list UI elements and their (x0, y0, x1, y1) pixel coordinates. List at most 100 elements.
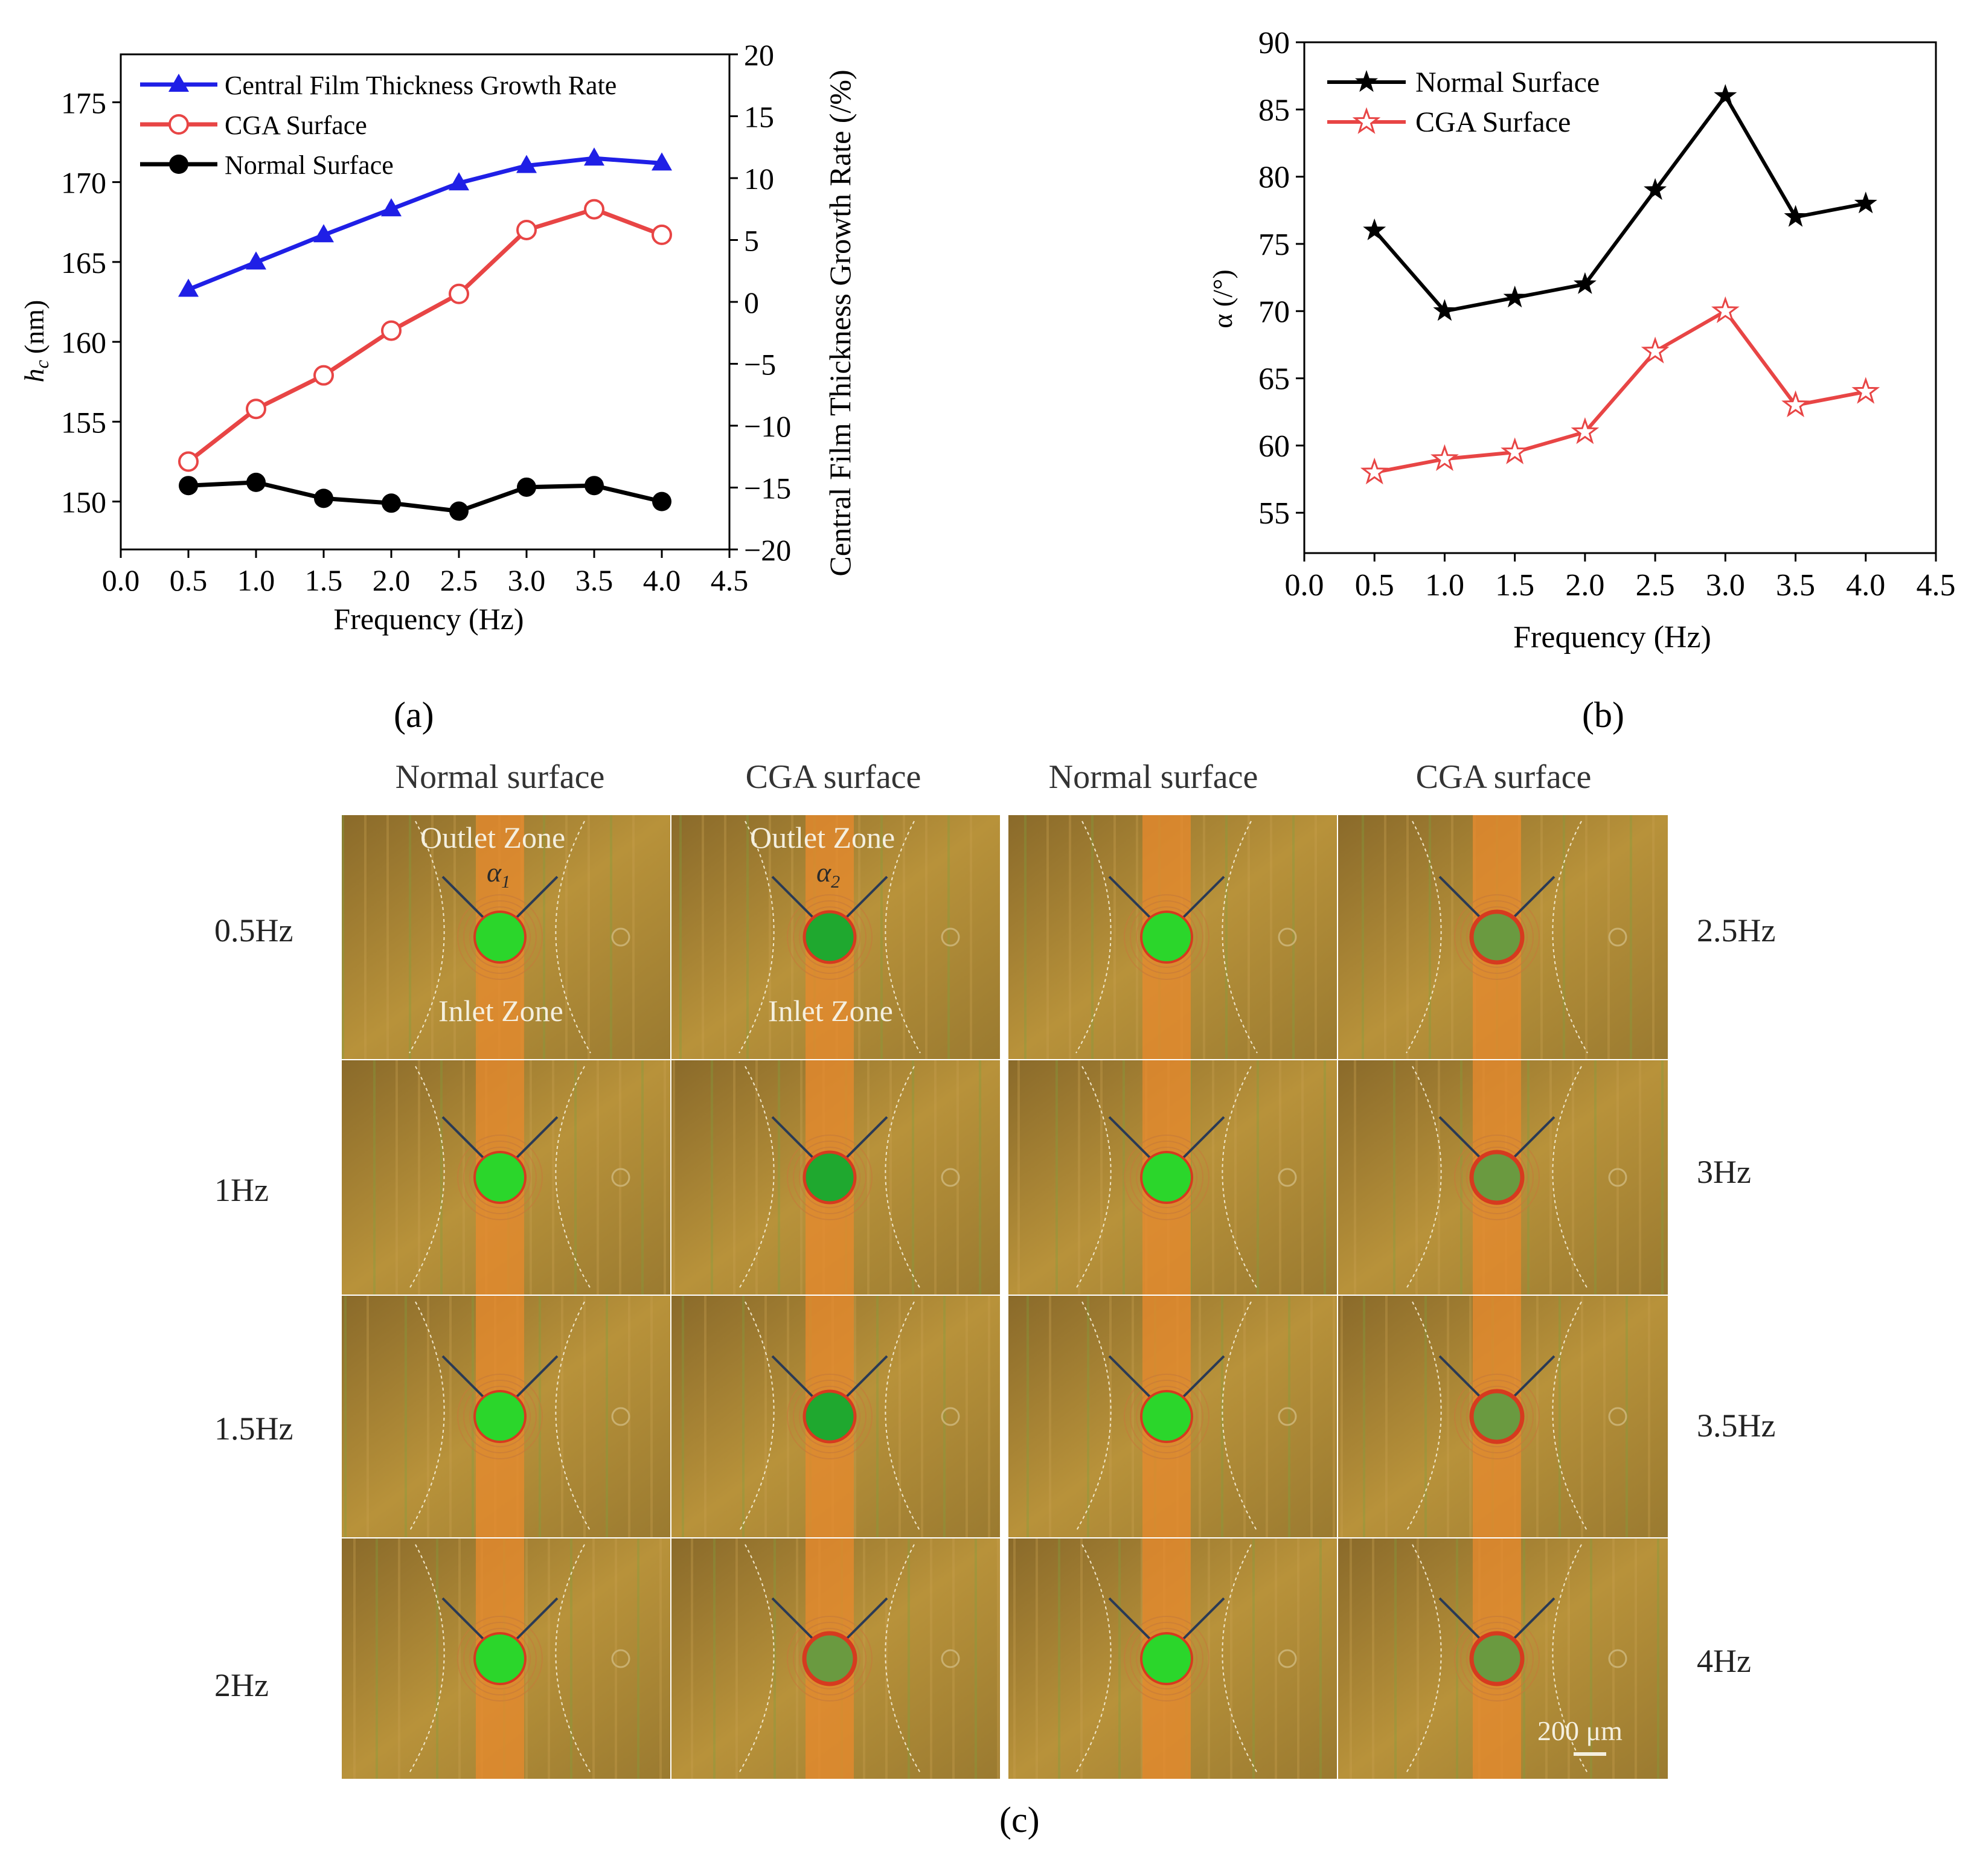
micrograph-streak (796, 1538, 798, 1779)
micrograph-contact-spot (802, 1150, 857, 1205)
freq-label-3.5hz: 3.5Hz (1697, 1407, 1776, 1444)
col-header-4: CGA surface (1415, 758, 1592, 796)
micrograph-streak (632, 815, 635, 1059)
micrograph-cga-1.5hz (671, 1296, 1000, 1537)
micrograph-streak (1225, 815, 1228, 1059)
freq-label-1.5hz: 1.5Hz (214, 1410, 293, 1447)
alpha2-symbol: α (816, 857, 831, 888)
micrograph-streak (436, 1538, 438, 1779)
micrograph-streak (619, 1060, 621, 1295)
micrograph-angle-line (844, 1355, 888, 1400)
micrograph-ring (463, 900, 537, 974)
micrograph-normal-1.5hz (342, 1296, 670, 1537)
chart-a-y-tick-label: 160 (61, 325, 106, 359)
micrograph-image (1008, 1060, 1337, 1295)
chart-a-y2-tick-label: 5 (744, 224, 759, 258)
micrograph-cga-4hz (1338, 1538, 1668, 1779)
chart-b-xlabel: Frequency (Hz) (1513, 620, 1711, 655)
micrograph-streak (774, 1538, 776, 1779)
micrograph-streak (597, 1060, 599, 1295)
chart-a-series-line-2 (188, 480, 662, 514)
micrograph-streak (1362, 815, 1364, 1059)
col-header-1: Normal surface (395, 758, 605, 796)
chart-b-y-tick-label: 80 (1258, 161, 1290, 195)
chart-b-axes (1303, 41, 1937, 554)
chart-b-x-tick-label: 1.0 (1425, 568, 1464, 603)
chart-b-point-0 (1433, 299, 1456, 321)
micrograph-boundary (1075, 1301, 1258, 1532)
micrograph-streak (889, 1060, 892, 1295)
chart-b-x-tick-label: 1.5 (1495, 568, 1534, 603)
chart-a-y2-tick-label: 15 (744, 100, 774, 134)
micrograph-contact-spot (1469, 1150, 1525, 1205)
micrograph-ring (469, 1628, 531, 1689)
micrograph-streak (702, 815, 704, 1059)
chart-b-x-tick-label: 0.5 (1355, 568, 1394, 603)
chart-a-point-0 (313, 224, 334, 243)
micrograph-angle-line (1181, 1597, 1225, 1642)
chart-b-x-tick-label: 2.0 (1565, 568, 1604, 603)
alpha1-subscript: 1 (501, 872, 511, 892)
micrograph-angle-line (1438, 1116, 1483, 1160)
chart-b-series (1360, 84, 1880, 485)
micrograph-streak (1275, 1538, 1277, 1779)
chart-a-point-1 (652, 224, 672, 245)
scale-bar-label: 200 μm (1537, 1715, 1623, 1746)
alpha1-symbol: α (487, 857, 502, 888)
chart-b-y-tick-label: 85 (1258, 93, 1290, 127)
panel-label-b: (b) (1582, 695, 1624, 735)
micrograph-streak (733, 1060, 735, 1295)
micrograph-dot (1608, 927, 1627, 947)
micrograph-dot (1608, 1407, 1627, 1426)
micrograph-ring (1460, 1380, 1534, 1453)
micrograph-streak (1527, 1060, 1530, 1295)
micrograph-ring (1136, 1147, 1197, 1208)
micrograph-dot (1278, 1168, 1297, 1187)
micrograph-dot (611, 1649, 630, 1668)
micrograph-streak (735, 1538, 738, 1779)
micrograph-streak (453, 815, 456, 1059)
micrograph-streak (1292, 815, 1295, 1059)
micrograph-contact-spot (1469, 1389, 1525, 1444)
micrograph-angle-line (1108, 876, 1153, 920)
chart-b-x-tick-label: 3.0 (1706, 568, 1745, 603)
freq-label-4hz: 4Hz (1697, 1643, 1751, 1679)
micrograph-streak (1230, 1538, 1232, 1779)
micrograph-ring (1454, 894, 1540, 980)
panel-label-c: (c) (999, 1800, 1040, 1840)
micrograph-streak (615, 1538, 617, 1779)
micrograph-streak (682, 1296, 684, 1537)
micrograph-cga-2hz (671, 1538, 1000, 1779)
micrograph-ring (463, 1622, 537, 1695)
micrograph-streak (1559, 1296, 1561, 1537)
micrograph-image (1338, 1060, 1668, 1295)
micrograph-ring (469, 1386, 531, 1447)
chart-a-legend-label-0: Central Film Thickness Growth Rate (225, 71, 617, 100)
micrograph-streak (650, 1296, 653, 1537)
micrograph-streak (1279, 1060, 1281, 1295)
micrograph-angle-line (771, 876, 816, 920)
micrograph-streak (1315, 815, 1317, 1059)
chart-a-point-0 (381, 198, 402, 217)
micrograph-streak (1451, 815, 1453, 1059)
micrograph-streak (1058, 1538, 1060, 1779)
micrograph-ring (1460, 1622, 1534, 1695)
micrograph-streak (912, 1060, 914, 1295)
chart-b-ylabel: α (/°) (1207, 269, 1238, 328)
micrograph-contact-spot (1140, 1390, 1193, 1443)
micrograph-streak (691, 1538, 693, 1779)
micrograph-streak (344, 1296, 347, 1537)
micrograph-streak (1100, 1060, 1103, 1295)
chart-b-point-1 (1851, 377, 1880, 404)
chart-a-y2-tick-label: −20 (744, 533, 791, 567)
chart-a-point-1 (246, 399, 266, 420)
micrograph-streak (1319, 1538, 1322, 1779)
micrograph-contact-spot (1140, 1151, 1193, 1204)
micrograph-streak (755, 1060, 758, 1295)
micrograph-angle-line (1511, 1355, 1555, 1400)
micrograph-cga-3.5hz (1338, 1296, 1668, 1537)
micrograph-normal-2.5hz (1008, 815, 1337, 1059)
micrograph-streak (867, 1060, 870, 1295)
chart-a-legend-marker-1 (168, 114, 189, 135)
micrograph-grid: Outlet Zone Inlet Zone α1 Outlet Zone In… (342, 815, 1668, 1779)
